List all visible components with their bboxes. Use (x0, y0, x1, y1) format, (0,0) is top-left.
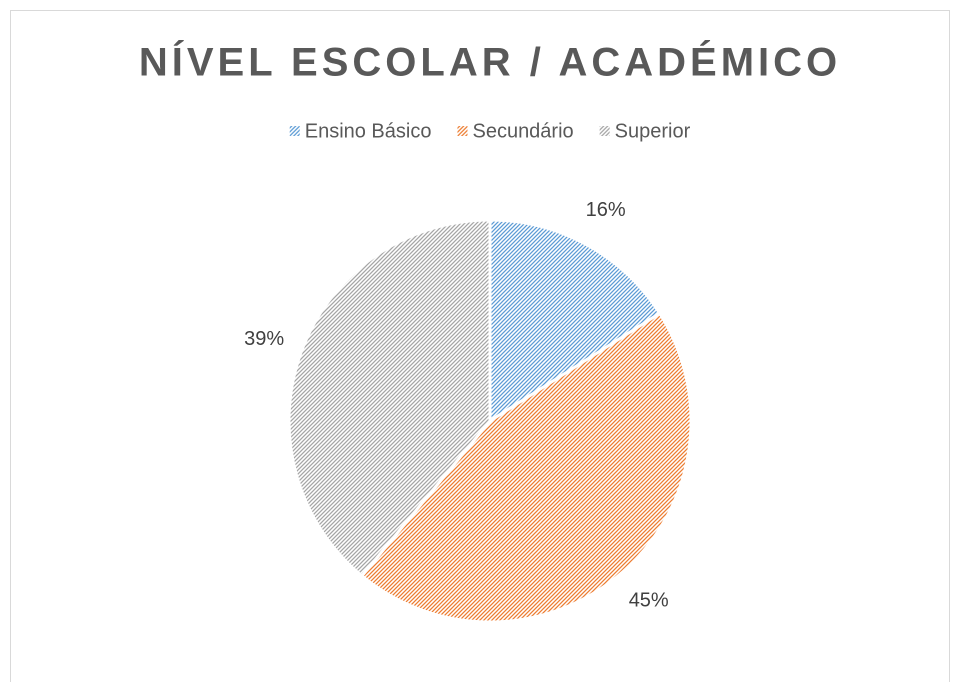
legend-label: Secundário (472, 120, 573, 142)
pie-slice (359, 311, 693, 624)
chart-title: NÍVEL ESCOLAR / ACADÉMICO (139, 40, 841, 85)
data-label: 39% (244, 328, 284, 350)
data-label: 45% (629, 589, 669, 611)
legend-marker (457, 126, 468, 136)
pie-slice (488, 218, 662, 424)
data-label: 16% (586, 199, 626, 221)
legend-marker (289, 126, 300, 136)
legend-label: Ensino Básico (305, 120, 432, 142)
pie-slice (287, 218, 492, 578)
legend-marker (599, 126, 610, 136)
legend: Ensino Básico Secundário Superior (289, 120, 691, 142)
legend-label: Superior (615, 120, 691, 142)
